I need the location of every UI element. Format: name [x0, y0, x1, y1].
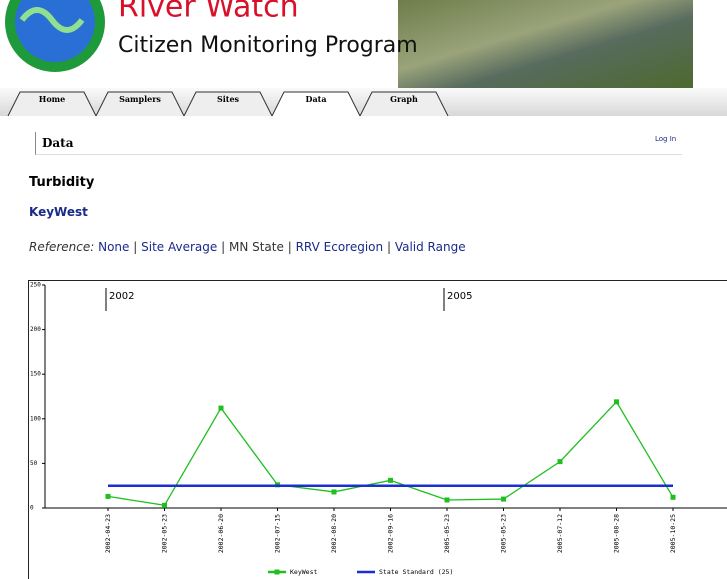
reference-option[interactable]: None	[98, 240, 129, 254]
x-tick-label: 2002-04-23	[104, 514, 112, 553]
data-point	[445, 497, 450, 502]
data-point	[162, 503, 167, 508]
tabs: Home Samplers Sites Data Graph	[8, 92, 448, 116]
reference-option[interactable]: RRV Ecoregion	[296, 240, 384, 254]
separator: |	[288, 240, 292, 254]
reference-bar: Reference: None | Site Average | MN Stat…	[29, 240, 466, 254]
legend-marker	[275, 570, 280, 575]
tab-label[interactable]: Graph	[390, 94, 418, 104]
header: River Watch Citizen Monitoring Program H…	[0, 0, 727, 120]
tab-label[interactable]: Data	[306, 94, 327, 104]
x-tick-label: 2005-07-12	[556, 514, 564, 553]
data-point	[388, 478, 393, 483]
x-tick-label: 2002-05-23	[161, 514, 169, 553]
chart-frame	[29, 281, 727, 579]
body: River Watch Citizen Monitoring Program H…	[0, 0, 727, 579]
y-tick-label: 50	[30, 460, 38, 467]
page: {"header": {"title": "River Watch", "sub…	[0, 0, 727, 579]
y-tick-label: 0	[30, 505, 34, 512]
reference-option[interactable]: Valid Range	[395, 240, 466, 254]
x-tick-label: 2002-09-16	[387, 514, 395, 553]
site-title: River Watch	[118, 0, 299, 25]
chart: 0 50 100 150 200 250 2002-04-23 2002-05-23 2002-…	[0, 278, 727, 579]
section-heading: Data	[35, 132, 682, 155]
year-label: 2002	[109, 291, 134, 302]
separator: |	[133, 240, 137, 254]
reference-label: Reference:	[29, 240, 94, 254]
site-name[interactable]: KeyWest	[29, 205, 88, 219]
x-tick-label: 2002-08-20	[330, 514, 338, 553]
y-tick-label: 100	[30, 415, 41, 422]
data-point	[558, 459, 563, 464]
login-link[interactable]: Log In	[655, 135, 676, 143]
tab-label[interactable]: Sites	[217, 94, 240, 104]
data-point	[106, 494, 111, 499]
site-subtitle: Citizen Monitoring Program	[118, 33, 418, 58]
x-tick-label: 2005-08-28	[613, 514, 621, 553]
x-tick-label: 2002-06-20	[217, 514, 225, 553]
year-label: 2005	[447, 291, 472, 302]
data-point	[501, 497, 506, 502]
legend-label: State Standard (25)	[379, 568, 453, 576]
x-tick-label: 2005-05-23	[443, 514, 451, 553]
parameter: Turbidity	[29, 175, 94, 190]
data-point	[332, 489, 337, 494]
x-tick-label: 2005-05-23	[500, 514, 508, 553]
tab-label[interactable]: Samplers	[119, 94, 161, 104]
legend-label: KeyWest	[290, 568, 317, 576]
x-tick-label: 2005-10-25	[669, 514, 677, 553]
separator: |	[221, 240, 225, 254]
y-tick-label: 200	[30, 326, 41, 333]
data-point	[671, 495, 676, 500]
separator: |	[387, 240, 391, 254]
y-tick-label: 150	[30, 371, 41, 378]
header-photo	[398, 0, 693, 88]
tab-label[interactable]: Home	[39, 94, 65, 104]
data-point	[614, 399, 619, 404]
reference-option[interactable]: Site Average	[141, 240, 217, 254]
x-tick-label: 2002-07-15	[274, 514, 282, 553]
data-point	[219, 406, 224, 411]
reference-option: MN State	[229, 240, 284, 254]
heading-text: Data	[42, 136, 74, 150]
y-tick-label: 250	[30, 282, 41, 289]
